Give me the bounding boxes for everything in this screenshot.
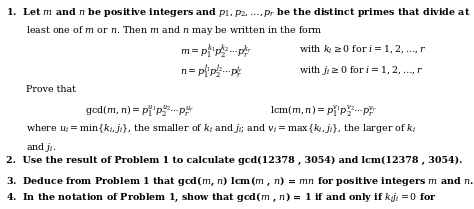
Text: where $u_i = \min\{k_i, j_i\}$, the smaller of $k_i$ and $j_i$; and $v_i = \max\: where $u_i = \min\{k_i, j_i\}$, the smal… <box>26 122 417 135</box>
Text: $m = p_1^{k_1} p_2^{k_2} \cdots p_r^{k_r}$: $m = p_1^{k_1} p_2^{k_2} \cdots p_r^{k_r… <box>180 43 252 61</box>
Text: 1.  Let $m$ and $n$ be positive integers and $p_1, p_2, \ldots, p_r$ be the dist: 1. Let $m$ and $n$ be positive integers … <box>6 6 470 19</box>
Text: $\mathrm{gcd}(m, n) = p_1^{u_1} p_2^{u_2} \cdots p_r^{u_r}$: $\mathrm{gcd}(m, n) = p_1^{u_1} p_2^{u_2… <box>85 103 194 119</box>
Text: $n = p_1^{j_1} p_2^{j_2} \cdots p_r^{j_r}$: $n = p_1^{j_1} p_2^{j_2} \cdots p_r^{j_r… <box>180 64 244 80</box>
Text: 4.  In the notation of Problem 1, show that gcd($m$ , $n$) = 1 if and only if $k: 4. In the notation of Problem 1, show th… <box>6 191 437 204</box>
Text: and $j_i$.: and $j_i$. <box>26 141 56 154</box>
Text: least one of $m$ or $n$. Then $m$ and $n$ may be written in the form: least one of $m$ or $n$. Then $m$ and $n… <box>26 24 323 37</box>
Text: $i = 1, 2, \ldots, r$.: $i = 1, 2, \ldots, r$. <box>26 208 85 209</box>
Text: $\mathrm{lcm}(m, n) = p_1^{v_1} p_2^{v_2} \cdots p_r^{v_r}$: $\mathrm{lcm}(m, n) = p_1^{v_1} p_2^{v_2… <box>270 103 377 119</box>
Text: with $j_i \geq 0$ for $i = 1, 2, \ldots, r$: with $j_i \geq 0$ for $i = 1, 2, \ldots,… <box>299 64 423 77</box>
Text: with $k_i \geq 0$ for $i = 1, 2, \ldots, r$: with $k_i \geq 0$ for $i = 1, 2, \ldots,… <box>299 43 426 55</box>
Text: 3.  Deduce from Problem 1 that gcd($m$, $n$) lcm($m$ , $n$) = $mn$ for positive : 3. Deduce from Problem 1 that gcd($m$, $… <box>6 175 474 187</box>
Text: Prove that: Prove that <box>26 85 76 94</box>
Text: 2.  Use the result of Problem 1 to calculate gcd(12378 , 3054) and lcm(12378 , 3: 2. Use the result of Problem 1 to calcul… <box>6 156 462 165</box>
